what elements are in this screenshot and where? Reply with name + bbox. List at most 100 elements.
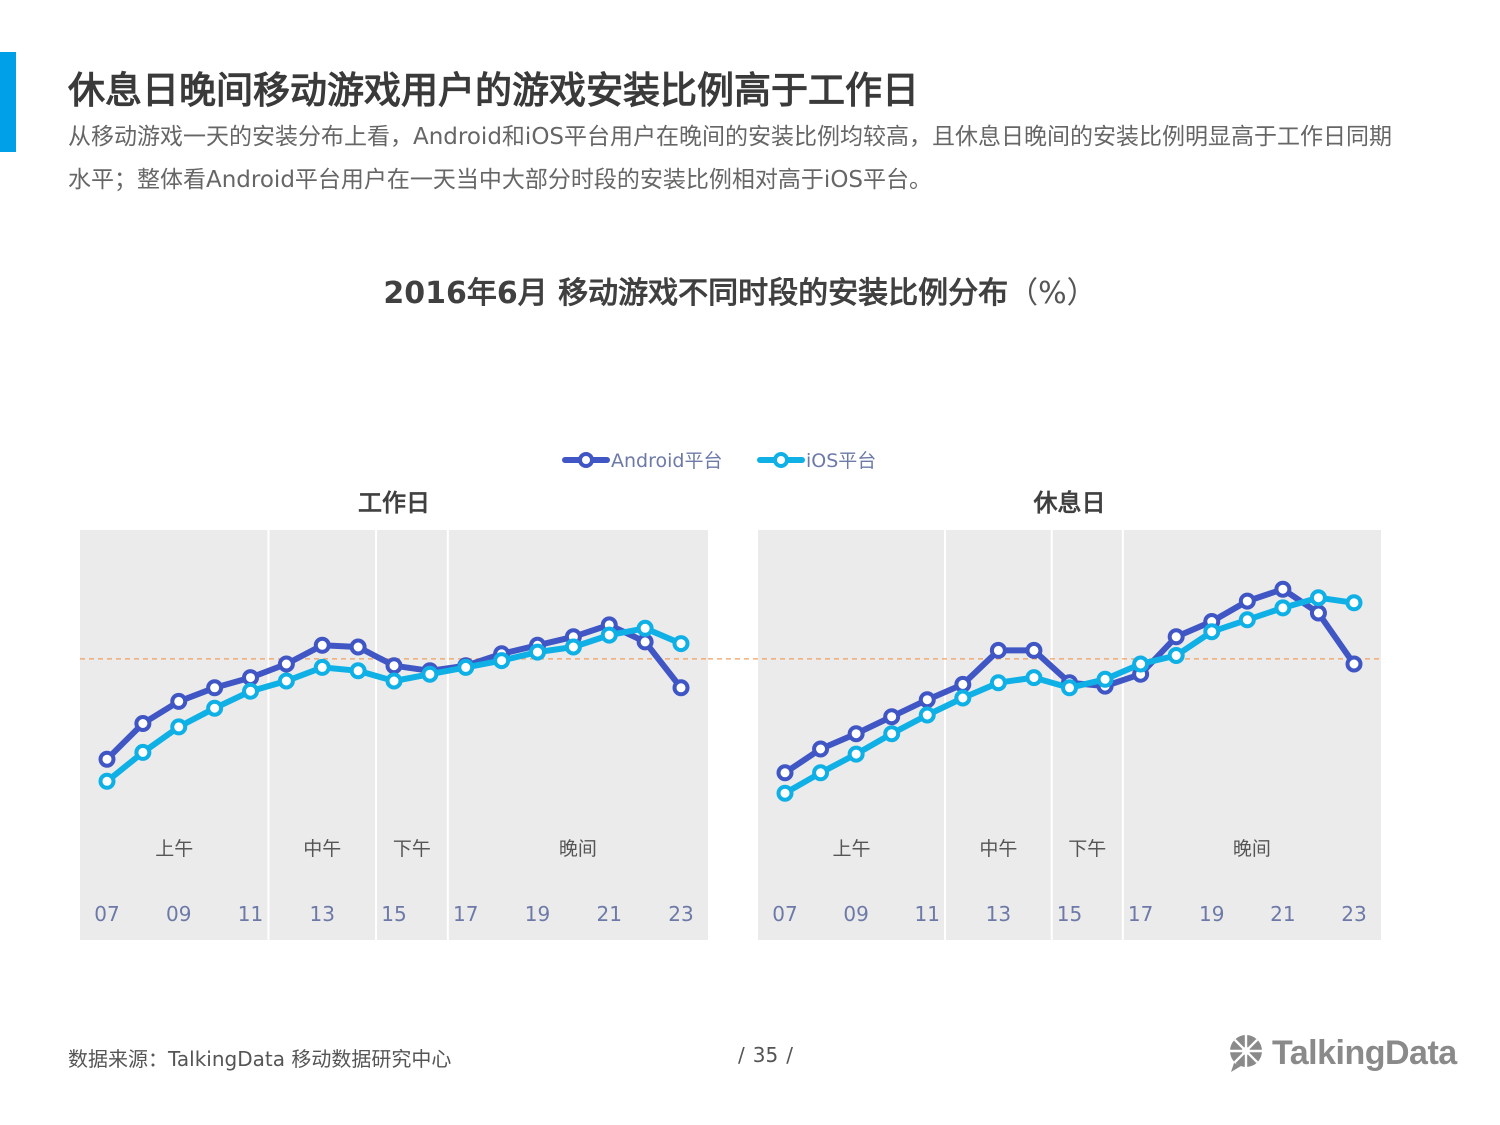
legend-label: iOS平台 [806,450,876,472]
x-tick-label: 17 [1128,902,1153,926]
x-tick-label: 21 [1270,902,1295,926]
x-tick-label: 13 [310,902,335,926]
data-point [1132,655,1150,673]
data-point [636,633,654,651]
x-tick-label: 09 [166,902,191,926]
data-point [349,638,367,656]
data-point [672,679,690,697]
data-point [1167,628,1185,646]
logo-text: TalkingData [1272,1033,1457,1072]
data-point [883,708,901,726]
data-point [918,691,936,709]
talkingdata-logo: TalkingData [1226,1030,1457,1076]
series-ios [98,619,690,790]
panel-title: 工作日 [358,489,430,517]
data-point [1025,669,1043,687]
x-tick-label: 23 [1341,902,1366,926]
data-point [954,689,972,707]
data-point [636,619,654,637]
page-number: /35/ [738,1043,793,1067]
data-point [847,725,865,743]
data-point [493,652,511,670]
period-label: 晚间 [559,838,597,860]
data-point [1203,623,1221,641]
data-point [989,641,1007,659]
data-point [989,674,1007,692]
data-point [1238,611,1256,629]
data-point [1274,599,1292,617]
data-point [277,655,295,673]
period-label: 上午 [833,838,871,860]
data-point [776,784,794,802]
page-subtitle: 从移动游戏一天的安装分布上看，Android和iOS平台用户在晚间的安装比例均较… [68,124,1393,193]
legend-label: Android平台 [611,450,722,472]
data-point [812,740,830,758]
data-point [242,669,259,687]
data-point [421,665,439,683]
data-point [600,626,618,644]
x-tick-label: 19 [1199,902,1224,926]
data-point [277,672,295,690]
x-tick-label: 21 [597,902,622,926]
x-tick-label: 11 [238,902,263,926]
chart-legend: Android平台 iOS平台 [562,450,876,472]
period-label: 中午 [979,838,1017,860]
legend-swatch-marker [578,452,594,468]
data-point [134,743,152,761]
period-label: 晚间 [1233,838,1271,860]
page-number-value: 35 [752,1043,779,1067]
data-point [1167,647,1185,664]
data-point [1096,670,1114,688]
period-label: 中午 [303,838,341,860]
data-point [1238,592,1256,610]
page-title: 休息日晚间移动游戏用户的游戏安装比例高于工作日 [68,69,919,112]
data-point [564,638,582,656]
x-tick-label: 15 [381,902,406,926]
data-point [1274,580,1292,598]
x-tick-label: 13 [986,902,1011,926]
x-tick-label: 23 [668,902,693,926]
data-point [847,745,865,763]
data-point [98,750,116,768]
data-point [313,658,331,676]
data-point [242,682,259,700]
data-point [206,699,224,717]
data-point [1025,641,1043,659]
accent-bar [0,52,16,152]
data-point [457,658,475,676]
data-point [1345,655,1363,673]
data-point [349,662,367,680]
data-point [672,635,690,653]
data-point [812,764,830,782]
period-label: 下午 [1068,838,1106,860]
data-point [1309,604,1327,622]
data-point [1345,594,1363,612]
data-point [883,725,901,743]
chart-title: 2016年6月 移动游戏不同时段的安装比例分布（%） [0,268,1480,312]
data-point [1309,589,1327,607]
data-point [313,636,331,654]
data-point [954,675,972,693]
period-label: 下午 [393,838,431,860]
data-point [170,692,188,710]
x-tick-label: 07 [772,902,797,926]
data-source: 数据来源：TalkingData 移动数据研究中心 [68,1047,452,1071]
data-point [134,715,152,732]
x-tick-label: 17 [453,902,478,926]
data-point [98,772,116,790]
legend-swatch-marker [773,452,789,468]
data-point [776,764,794,782]
panel-background [80,530,708,940]
series-ios [776,589,1363,802]
chart-unit: （%） [1008,276,1097,311]
data-point [1061,679,1078,697]
data-point [918,706,936,724]
x-tick-label: 19 [525,902,550,926]
panel-title: 休息日 [1033,489,1106,517]
data-point [385,657,403,675]
x-tick-label: 07 [94,902,119,926]
x-tick-label: 09 [843,902,868,926]
